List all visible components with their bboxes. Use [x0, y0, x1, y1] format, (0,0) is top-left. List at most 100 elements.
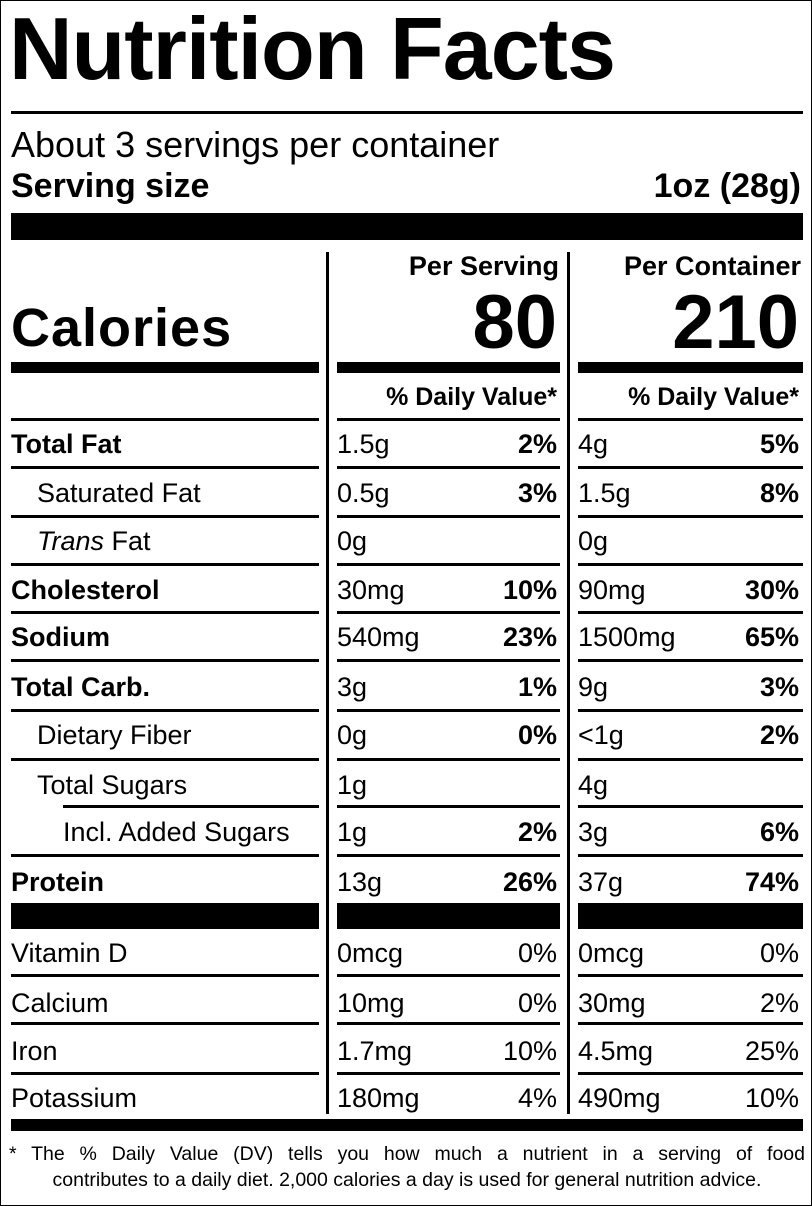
serving-amount: 13g	[337, 867, 383, 897]
container-daily-value: 2%	[759, 720, 799, 750]
nutrient-label: Vitamin D	[11, 938, 128, 968]
serving-amount: 0g	[337, 720, 368, 750]
nutrient-label: Iron	[11, 1036, 58, 1066]
container-daily-value: 6%	[759, 817, 799, 847]
row-rule	[337, 563, 560, 566]
container-amount: 4.5mg	[578, 1036, 654, 1066]
serving-daily-value: 0%	[517, 938, 557, 968]
container-daily-value: 5%	[759, 429, 799, 459]
container-amount: 90mg	[578, 575, 646, 605]
daily-value-footnote: * The % Daily Value (DV) tells you how m…	[9, 1141, 805, 1193]
container-daily-value: 65%	[744, 622, 799, 652]
container-amount: 30mg	[578, 988, 646, 1018]
nutrient-label: Cholesterol	[11, 575, 160, 605]
row-rule	[578, 515, 803, 518]
serving-amount: 540mg	[337, 622, 420, 652]
calories-rule-right	[578, 362, 803, 373]
container-amount: 1500mg	[578, 622, 676, 652]
container-daily-value: 25%	[744, 1036, 799, 1066]
serving-amount: 0.5g	[337, 478, 390, 508]
nutrient-label: Dietary Fiber	[37, 720, 192, 750]
row-rule	[11, 659, 319, 662]
container-daily-value: 8%	[759, 478, 799, 508]
row-rule	[11, 515, 319, 518]
row-rule	[63, 805, 319, 808]
protein-thick-rule	[578, 903, 803, 929]
row-rule	[337, 974, 560, 977]
serving-amount: 0mcg	[337, 938, 404, 968]
nutrient-label: Trans Fat	[37, 528, 151, 555]
nutrient-label-rest: Fat	[104, 526, 151, 556]
serving-daily-value: 26%	[502, 867, 557, 897]
column-divider-left	[326, 252, 329, 1114]
serving-daily-value: 2%	[517, 817, 557, 847]
footnote-line-1: * The % Daily Value (DV) tells you how m…	[9, 1143, 805, 1165]
row-rule	[11, 974, 319, 977]
serving-size-label: Serving size	[11, 167, 210, 205]
nutrient-label: Total Fat	[11, 429, 122, 459]
serving-amount: 180mg	[337, 1083, 420, 1113]
row-rule	[578, 611, 803, 614]
serving-daily-value: 0%	[517, 988, 557, 1018]
serving-amount: 1.5g	[337, 429, 390, 459]
container-amount: <1g	[578, 720, 624, 750]
row-rule	[337, 805, 560, 808]
row-rule	[578, 1022, 803, 1025]
column-divider-right	[567, 252, 570, 1114]
row-rule	[11, 1022, 319, 1025]
serving-daily-value: 1%	[517, 672, 557, 702]
serving-daily-value: 23%	[502, 622, 557, 652]
row-rule	[337, 611, 560, 614]
nutrient-label: Total Sugars	[37, 770, 188, 800]
container-amount: 490mg	[578, 1083, 661, 1113]
nutrient-label-italic: Trans	[37, 526, 105, 556]
container-amount: 0g	[578, 526, 609, 556]
serving-size-value: 1oz (28g)	[653, 167, 801, 205]
bottom-thick-rule	[11, 1119, 803, 1131]
serving-amount: 3g	[337, 672, 368, 702]
row-rule	[11, 709, 319, 712]
container-daily-value: 2%	[759, 988, 799, 1018]
serving-amount: 10mg	[337, 988, 405, 1018]
row-rule	[578, 854, 803, 857]
container-daily-value: 3%	[759, 672, 799, 702]
row-rule	[578, 659, 803, 662]
row-rule	[11, 758, 319, 761]
nutrient-label: Protein	[11, 867, 105, 897]
daily-value-header-serving: % Daily Value*	[386, 383, 557, 411]
row-rule	[578, 974, 803, 977]
row-rule	[578, 418, 803, 421]
row-rule	[337, 515, 560, 518]
servings-per-container: About 3 servings per container	[11, 124, 500, 165]
serving-daily-value: 0%	[517, 720, 557, 750]
row-rule	[578, 805, 803, 808]
title-rule	[11, 111, 803, 114]
row-rule	[11, 611, 319, 614]
calories-label: Calories	[11, 298, 233, 358]
calories-rule-mid	[337, 362, 560, 373]
row-rule	[337, 1072, 560, 1075]
row-rule	[337, 466, 560, 469]
container-daily-value: 10%	[744, 1083, 799, 1113]
nutrient-label: Total Carb.	[11, 672, 151, 702]
row-rule	[578, 466, 803, 469]
row-rule	[337, 1022, 560, 1025]
container-amount: 4g	[578, 770, 609, 800]
serving-daily-value: 10%	[502, 575, 557, 605]
container-amount: 1.5g	[578, 478, 631, 508]
footnote-line-2: contributes to a daily diet. 2,000 calor…	[52, 1169, 762, 1191]
row-rule	[337, 854, 560, 857]
serving-daily-value: 10%	[502, 1036, 557, 1066]
serving-amount: 1g	[337, 770, 368, 800]
container-daily-value: 74%	[744, 867, 799, 897]
nutrient-label: Incl. Added Sugars	[63, 817, 290, 847]
nutrient-label: Sodium	[11, 622, 110, 652]
row-rule	[578, 563, 803, 566]
container-amount: 3g	[578, 817, 609, 847]
row-rule	[11, 1072, 319, 1075]
serving-amount: 1.7mg	[337, 1036, 413, 1066]
serving-thick-rule	[11, 213, 803, 240]
container-amount: 0mcg	[578, 938, 645, 968]
container-amount: 37g	[578, 867, 624, 897]
